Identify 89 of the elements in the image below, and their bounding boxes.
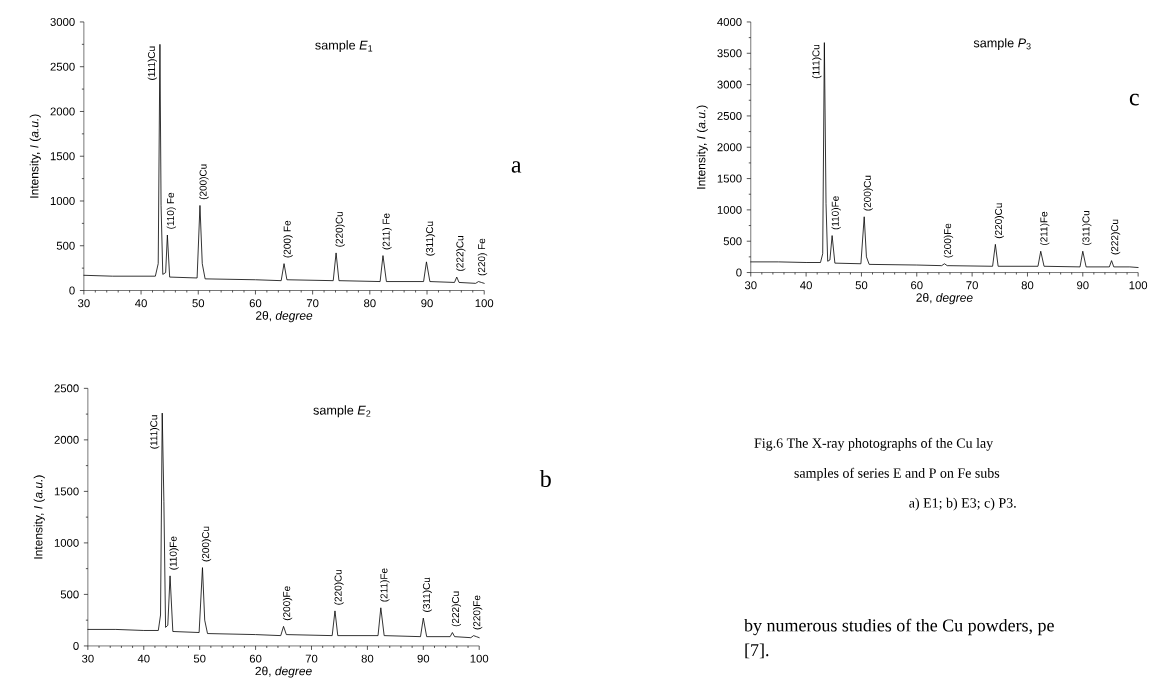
annotation: (222)Cu bbox=[1110, 219, 1121, 255]
y-tick-label: 1000 bbox=[50, 196, 75, 205]
y-tick-label: 3000 bbox=[717, 80, 742, 89]
x-tick-label: 50 bbox=[192, 299, 205, 308]
x-tick-label: 100 bbox=[475, 299, 494, 308]
annotation: (110)Fe bbox=[169, 536, 179, 570]
x-tick-label: 70 bbox=[966, 281, 978, 290]
text: a) E1; b) E3; c) P3. bbox=[909, 497, 1016, 511]
y-tick-label: 3500 bbox=[717, 49, 742, 58]
annotation: (111)Cu bbox=[812, 44, 822, 79]
x-tick-label: 30 bbox=[744, 281, 757, 290]
text: samples of series E and P on Fe subs bbox=[794, 467, 1000, 481]
annotation: (200)Fe bbox=[943, 223, 954, 258]
y-tick-label: 0 bbox=[73, 641, 79, 650]
y-tick-label: 0 bbox=[736, 268, 742, 277]
annotation: (211) Fe bbox=[382, 213, 392, 250]
x-tick-label: 60 bbox=[249, 299, 262, 308]
x-axis-title: 2θ, degree bbox=[916, 293, 973, 305]
y-tick-label: 2000 bbox=[54, 435, 79, 444]
y-tick-label: 1500 bbox=[54, 487, 79, 496]
annotation: (220)Fe bbox=[472, 595, 483, 630]
annotation: (211)Fe bbox=[1040, 211, 1050, 245]
annotation: (200) Fe bbox=[283, 220, 293, 258]
y-axis-title: Intensity, I (a.u.) bbox=[29, 114, 41, 198]
annotation: (200)Cu bbox=[201, 526, 212, 562]
x-tick-label: 90 bbox=[1077, 281, 1089, 290]
x-tick-label: 60 bbox=[911, 281, 923, 290]
text: sample P$_{3}$ bbox=[973, 38, 1031, 50]
annotation: (222)Cu bbox=[451, 591, 462, 627]
text: sample E$_{1}$ bbox=[315, 40, 373, 53]
y-tick-label: 500 bbox=[56, 241, 75, 250]
annotation: (110) Fe bbox=[166, 192, 177, 229]
annotation: (220)Cu bbox=[335, 211, 345, 247]
annotation: (110)Fe bbox=[831, 196, 841, 230]
y-tick-label: 2000 bbox=[50, 107, 75, 116]
y-tick-label: 1000 bbox=[54, 538, 79, 547]
y-tick-label: 0 bbox=[69, 286, 75, 295]
x-tick-label: 80 bbox=[364, 299, 376, 308]
x-tick-label: 90 bbox=[417, 654, 430, 663]
text: b bbox=[539, 470, 551, 487]
y-axis-title: Intensity, I (a.u.) bbox=[696, 105, 708, 189]
annotation: (111)Cu bbox=[147, 46, 157, 80]
annotation: (111)Cu bbox=[150, 415, 160, 449]
annotation: (200)Cu bbox=[863, 175, 873, 211]
annotation: (220) Fe bbox=[477, 238, 488, 276]
x-tick-label: 50 bbox=[855, 281, 868, 290]
x-tick-label: 70 bbox=[306, 299, 319, 308]
x-tick-label: 100 bbox=[470, 654, 489, 663]
annotation: c bbox=[1129, 93, 1139, 106]
text: [7]. bbox=[745, 643, 769, 659]
x-tick-label: 60 bbox=[249, 654, 262, 663]
y-axis-title: Intensity, I (a.u.) bbox=[33, 475, 45, 559]
y-tick-label: 2000 bbox=[717, 143, 742, 152]
x-tick-label: 90 bbox=[421, 299, 433, 308]
annotation: (311)Cu bbox=[422, 577, 432, 612]
x-tick-label: 30 bbox=[82, 654, 94, 663]
x-tick-label: 50 bbox=[193, 654, 206, 663]
y-tick-label: 500 bbox=[723, 237, 742, 246]
x-tick-label: 100 bbox=[1129, 281, 1148, 290]
y-tick-label: 1500 bbox=[717, 174, 742, 183]
y-tick-label: 3000 bbox=[50, 17, 75, 26]
y-tick-label: 500 bbox=[60, 590, 79, 599]
x-tick-label: 40 bbox=[800, 281, 812, 290]
caption: Fig.6 The X-ray photographs of the Cu lay bbox=[754, 437, 994, 451]
x-tick-label: 40 bbox=[137, 654, 150, 663]
annotation: (200)Fe bbox=[282, 586, 293, 621]
y-tick-label: 4000 bbox=[717, 17, 742, 26]
x-tick-label: 80 bbox=[361, 654, 374, 663]
text: by numerous studies of the Cu powders, pe bbox=[744, 618, 1054, 636]
x-tick-label: 40 bbox=[135, 299, 147, 308]
x-axis-title: 2θ, degree bbox=[255, 666, 312, 678]
y-tick-label: 1000 bbox=[717, 205, 742, 214]
annotation: (311)Cu bbox=[1082, 210, 1092, 245]
y-tick-label: 2500 bbox=[50, 62, 75, 71]
annotation: (211)Fe bbox=[380, 568, 390, 602]
y-tick-label: 2500 bbox=[54, 384, 79, 393]
annotation: (220)Cu bbox=[994, 203, 1004, 239]
x-tick-label: 70 bbox=[305, 654, 318, 663]
y-tick-label: 2500 bbox=[717, 111, 742, 120]
annotation: (222)Cu bbox=[456, 236, 466, 271]
annotation: (220)Cu bbox=[334, 569, 344, 605]
text: a bbox=[511, 161, 522, 173]
x-tick-label: 80 bbox=[1021, 281, 1034, 290]
annotation: (200)Cu bbox=[199, 164, 209, 200]
y-tick-label: 1500 bbox=[50, 152, 75, 161]
text: sample E$_{2}$ bbox=[313, 405, 371, 418]
x-tick-label: 30 bbox=[78, 299, 90, 308]
annotation: (311)Cu bbox=[425, 221, 436, 256]
x-axis-title: 2θ, degree bbox=[256, 311, 313, 323]
